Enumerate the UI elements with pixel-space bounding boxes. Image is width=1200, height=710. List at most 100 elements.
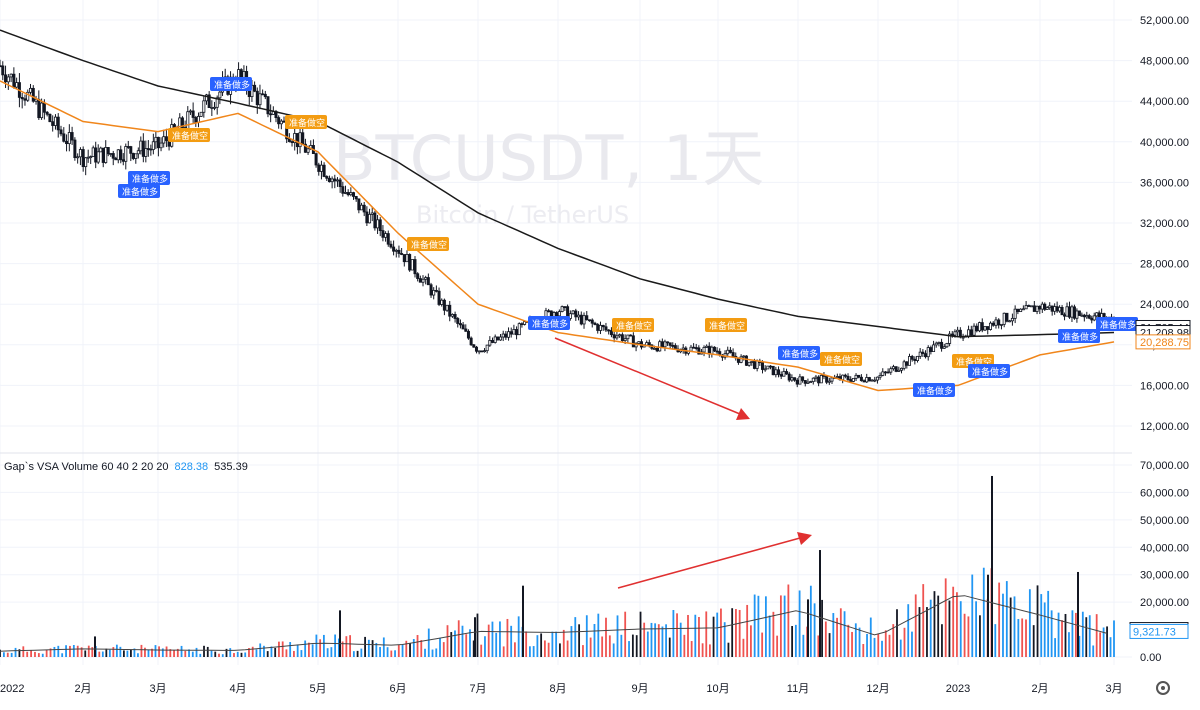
volume-bar (1088, 615, 1091, 657)
candlestick (67, 124, 71, 152)
volume-spike-bar (807, 599, 809, 657)
signal-box (1058, 329, 1100, 343)
volume-bar (499, 621, 501, 657)
candle-body (795, 379, 799, 385)
volume-bar (952, 586, 955, 657)
volume-bar (184, 650, 187, 657)
volume-bar (367, 639, 370, 657)
candle-body (854, 374, 858, 379)
candle-body (469, 337, 473, 346)
volume-bar (738, 609, 741, 657)
candlestick (504, 330, 508, 340)
volume-bar (746, 604, 749, 657)
candle-body (124, 146, 128, 162)
candle-body (1048, 305, 1052, 309)
volume-bar (1092, 645, 1095, 657)
candle-body (934, 342, 938, 346)
settings-gear-icon[interactable] (1156, 681, 1170, 695)
signal-box (913, 383, 955, 397)
candle-body (878, 374, 882, 378)
volume-bar (911, 631, 913, 657)
candlestick (601, 324, 605, 331)
candlestick (111, 150, 115, 166)
candle-body (579, 314, 583, 325)
candle-body (945, 343, 949, 348)
volume-bar (61, 653, 64, 657)
candle-body (705, 345, 709, 348)
candlestick (1021, 305, 1025, 311)
volume-bar (169, 649, 172, 657)
volume-bar (105, 648, 108, 657)
candlestick (266, 96, 270, 118)
volume-bar (1036, 585, 1039, 657)
volume-bar (390, 650, 393, 657)
candlestick (579, 311, 583, 326)
candle-body (333, 178, 337, 182)
candlestick (20, 92, 24, 109)
candle-body (53, 116, 57, 126)
volume-bar (158, 646, 160, 657)
candlestick (397, 245, 401, 258)
volume-bar (37, 653, 40, 657)
volume-bar (10, 652, 13, 657)
candle-body (692, 346, 696, 349)
candle-body (402, 254, 406, 263)
candle-body (623, 338, 627, 342)
volume-bar (933, 591, 936, 657)
candle-body (448, 304, 452, 317)
volume-bar (608, 635, 611, 657)
candlestick (370, 207, 374, 222)
volume-badge: 9,321.73 (1129, 623, 1189, 639)
candle-body (59, 129, 63, 135)
candlestick (975, 323, 979, 333)
volume-bar (293, 650, 295, 657)
volume-bar (616, 615, 619, 657)
volume-bar (1028, 589, 1031, 657)
volume-bar (1040, 594, 1043, 657)
candle-body (480, 350, 484, 353)
candle-body (857, 374, 861, 378)
volume-bar (866, 633, 868, 657)
candle-body (731, 352, 735, 357)
volume-bar (698, 616, 700, 657)
candle-body (972, 325, 976, 336)
price-axis-label: 40,000.00 (1140, 137, 1189, 149)
candle-body (277, 117, 281, 125)
volume-spike-bar (987, 574, 989, 657)
candle-body (940, 341, 944, 349)
candlestick (1, 61, 5, 81)
candlestick (803, 380, 807, 387)
candle-body (426, 277, 430, 286)
candlestick (843, 373, 847, 379)
candle-body (45, 111, 49, 115)
candle-body (109, 153, 113, 155)
candle-body (1060, 306, 1064, 316)
candlestick (910, 354, 914, 362)
candlestick (878, 372, 882, 380)
candle-body (801, 376, 805, 381)
volume-bar (690, 641, 693, 657)
candle-body (493, 336, 497, 343)
candle-body (983, 326, 987, 331)
candle-body (702, 347, 706, 353)
candle-body (429, 284, 433, 296)
candle-body (386, 233, 390, 245)
candle-body (967, 329, 971, 337)
candlestick (774, 366, 778, 378)
signal-box (528, 316, 570, 330)
volume-bar (147, 649, 150, 657)
candlestick (499, 333, 503, 341)
volume-bar (843, 611, 846, 657)
time-axis-label: 2月 (1031, 683, 1048, 695)
candlestick (53, 114, 57, 130)
volume-bar (1095, 614, 1098, 657)
candle-body (101, 147, 105, 163)
candle-body (666, 341, 670, 344)
candle-body (437, 290, 441, 305)
volume-bar (188, 649, 190, 657)
candlestick (681, 344, 685, 354)
volume-bar (412, 639, 415, 657)
candle-body (394, 249, 398, 252)
candlestick (991, 321, 995, 327)
